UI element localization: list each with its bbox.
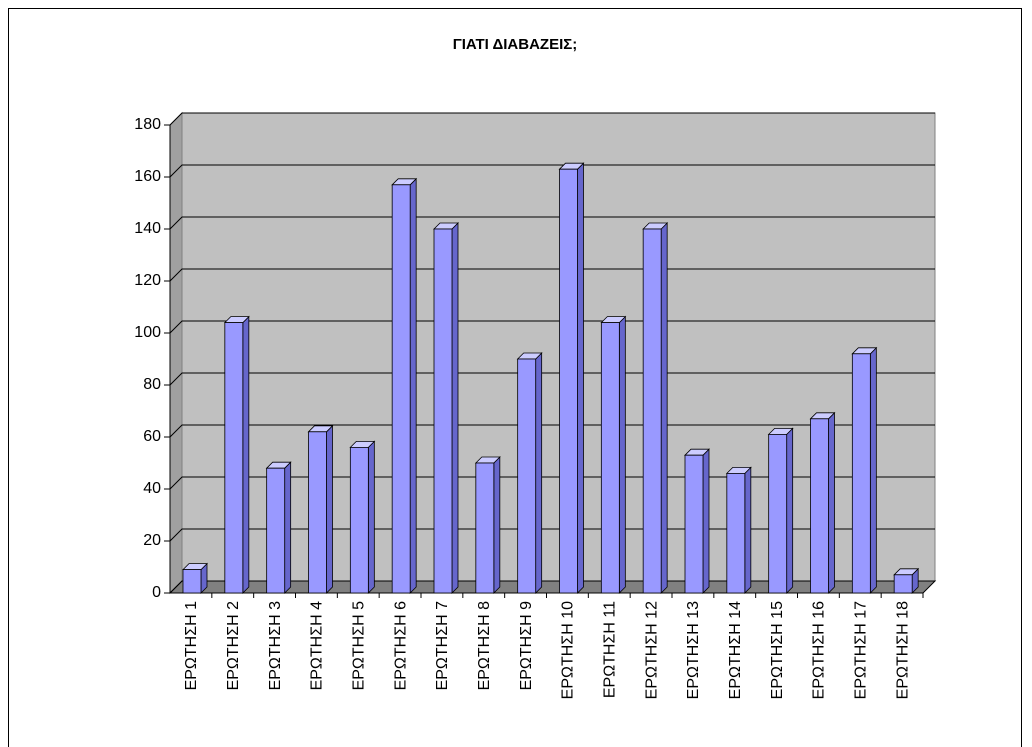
grid-line (169, 112, 935, 126)
grid-line (169, 216, 935, 230)
bar (726, 472, 746, 594)
y-tick-label: 60 (143, 428, 161, 445)
bar (308, 431, 327, 594)
bar (349, 446, 369, 594)
bar-side (786, 427, 794, 594)
x-tick-label: ΕΡΩΤΗΣΗ 8 (476, 601, 493, 691)
bar (684, 454, 704, 594)
y-tick-label: 0 (152, 584, 161, 601)
y-tick-label: 80 (143, 376, 161, 393)
grid-line (169, 424, 935, 438)
bar (642, 228, 662, 594)
y-tick-label: 180 (134, 116, 161, 133)
bar-side (869, 346, 877, 594)
y-tick-label: 140 (134, 220, 161, 237)
bar (810, 418, 829, 594)
y-tick-label: 40 (143, 480, 161, 497)
bar-side (744, 466, 752, 594)
bar (893, 574, 913, 594)
y-tick-label: 20 (143, 532, 161, 549)
y-tick-label: 100 (134, 324, 161, 341)
bar (224, 322, 244, 594)
bar-side (828, 411, 835, 594)
x-tick-label: ΕΡΩΤΗΣΗ 16 (811, 601, 828, 699)
x-tick-label: ΕΡΩΤΗΣΗ 6 (392, 601, 409, 691)
grid-line (169, 476, 935, 490)
bar-side (242, 315, 250, 594)
bar-side (493, 456, 501, 594)
bar (433, 228, 453, 594)
bar-side (409, 177, 417, 594)
grid-line (169, 580, 935, 594)
x-tick-label: ΕΡΩΤΗΣΗ 4 (309, 601, 326, 691)
bar-side (660, 222, 668, 594)
grid-line (169, 372, 935, 386)
x-tick-label: ΕΡΩΤΗΣΗ 2 (225, 601, 242, 691)
x-tick-label: ΕΡΩΤΗΣΗ 9 (518, 601, 535, 691)
bar (768, 433, 788, 594)
x-tick-label: ΕΡΩΤΗΣΗ 18 (894, 601, 911, 699)
x-tick-label: ΕΡΩΤΗΣΗ 5 (351, 601, 368, 691)
bar-side (284, 461, 292, 594)
x-tick-label: ΕΡΩΤΗΣΗ 17 (853, 601, 870, 699)
side-wall (169, 111, 183, 595)
bar-side (577, 162, 584, 594)
bar-side (702, 448, 710, 594)
bar (517, 358, 537, 594)
bar-side (367, 440, 375, 594)
bar-side (618, 315, 626, 594)
bar (182, 569, 202, 594)
bar (851, 353, 871, 594)
y-tick-label: 120 (134, 272, 161, 289)
bar (391, 184, 411, 594)
grid-line (169, 164, 935, 178)
chart-title: ΓΙΑΤΙ ΔΙΑΒΑΖΕΙΣ; (453, 36, 578, 53)
bar-side (326, 424, 333, 594)
x-tick-label: ΕΡΩΤΗΣΗ 11 (602, 601, 619, 698)
grid-line (169, 528, 935, 542)
bar-side (535, 352, 543, 594)
x-tick-label: ΕΡΩΤΗΣΗ 13 (685, 601, 702, 699)
bar (559, 168, 578, 594)
grid-line (169, 320, 935, 334)
bar (475, 462, 495, 594)
x-tick-label: ΕΡΩΤΗΣΗ 12 (643, 601, 660, 699)
x-tick-label: ΕΡΩΤΗΣΗ 14 (727, 601, 744, 699)
bar (600, 322, 620, 594)
x-tick-label: ΕΡΩΤΗΣΗ 7 (434, 601, 451, 691)
bar (266, 467, 286, 594)
bar-side (451, 222, 459, 594)
x-tick-label: ΕΡΩΤΗΣΗ 3 (267, 601, 284, 691)
x-tick-label: ΕΡΩΤΗΣΗ 10 (560, 601, 577, 699)
x-tick-label: ΕΡΩΤΗΣΗ 1 (183, 601, 200, 691)
grid-line (169, 268, 935, 282)
y-tick-label: 160 (134, 168, 161, 185)
x-tick-label: ΕΡΩΤΗΣΗ 15 (769, 601, 786, 699)
